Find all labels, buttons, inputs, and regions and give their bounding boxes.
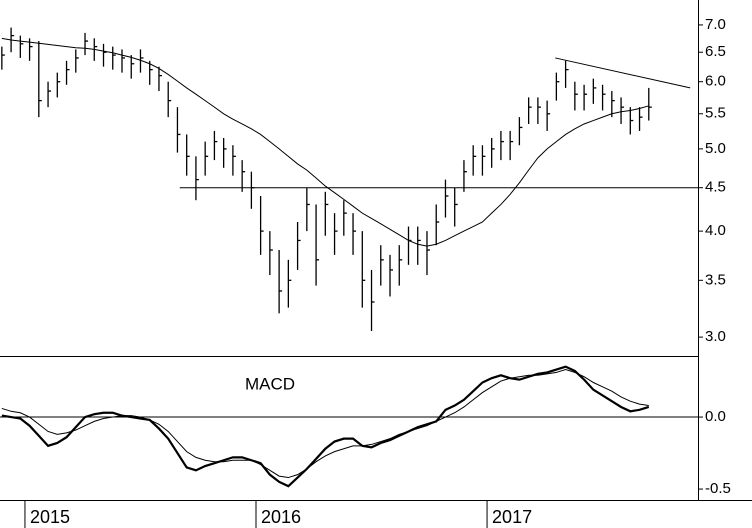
y-tick-label: -0.5 xyxy=(705,480,731,497)
y-tick-label: 7.0 xyxy=(705,16,726,33)
y-tick-label: 6.5 xyxy=(705,43,726,60)
y-tick-label: 4.5 xyxy=(705,179,726,196)
trend-line xyxy=(555,57,691,89)
panel-title: MACD xyxy=(245,374,295,393)
y-tick-label: 6.0 xyxy=(705,73,726,90)
moving-average xyxy=(1,37,649,247)
y-tick-label: 5.0 xyxy=(705,140,726,157)
macd-line xyxy=(1,369,649,479)
x-tick-label: 2015 xyxy=(30,507,70,527)
y-tick-label: 5.5 xyxy=(705,105,726,122)
y-tick-label: 0.0 xyxy=(705,408,726,425)
y-tick-label: 4.0 xyxy=(705,222,726,239)
y-tick-label: 3.0 xyxy=(705,328,726,345)
macd-line xyxy=(1,365,650,488)
x-tick-label: 2017 xyxy=(492,507,532,527)
x-tick-label: 2016 xyxy=(261,507,301,527)
y-tick-label: 3.5 xyxy=(705,271,726,288)
